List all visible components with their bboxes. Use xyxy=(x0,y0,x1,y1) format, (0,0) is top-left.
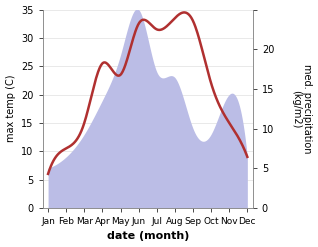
Y-axis label: med. precipitation
(kg/m2): med. precipitation (kg/m2) xyxy=(291,64,313,153)
Y-axis label: max temp (C): max temp (C) xyxy=(5,75,16,143)
X-axis label: date (month): date (month) xyxy=(107,231,189,242)
